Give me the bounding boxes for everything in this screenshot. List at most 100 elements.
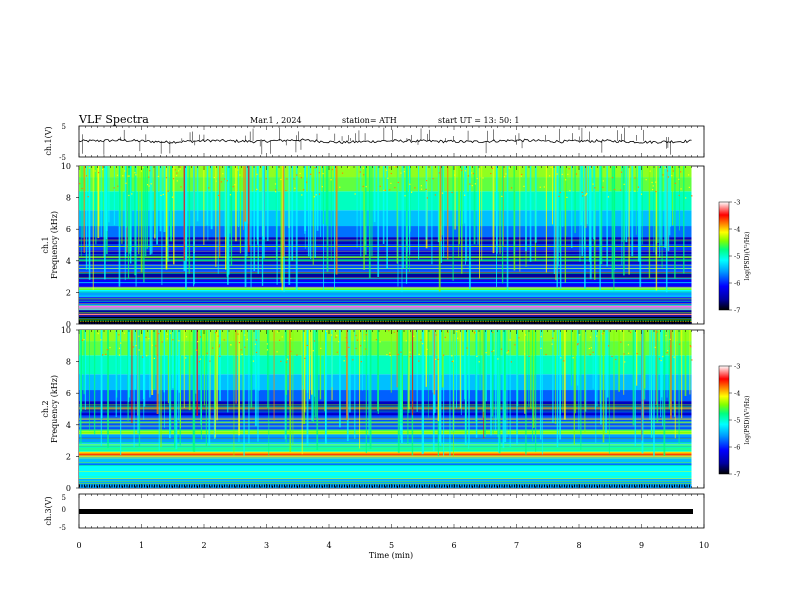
spectrogram-speckle <box>443 354 445 356</box>
spectrogram-speckle <box>456 331 458 333</box>
spectrogram-speckle <box>384 189 386 191</box>
spectrogram-speckle <box>220 181 223 183</box>
spectrogram-speckle <box>335 336 337 338</box>
spectrogram-speckle <box>435 358 437 360</box>
spectrogram-speckle <box>223 339 225 341</box>
spectrogram-speckle <box>83 339 85 341</box>
spectrogram-speckle <box>565 179 567 181</box>
start-ut-label: start UT = 13: 50: 1 <box>438 116 519 125</box>
spectrogram-speckle <box>234 184 236 186</box>
spectrogram-speckle <box>660 359 662 362</box>
spectrogram-speckle <box>432 178 434 180</box>
spectrogram-speckle <box>117 185 119 187</box>
spectrogram-speckle <box>441 192 444 194</box>
spectrogram-speckle <box>451 355 453 357</box>
spectrogram-speckle <box>244 346 246 348</box>
spectrogram-speckle <box>665 334 667 337</box>
spectrogram-speckle <box>410 191 413 193</box>
spectrogram-band <box>79 166 692 178</box>
spectrogram-speckle <box>652 188 654 191</box>
spectrogram-speckle <box>491 350 493 353</box>
spectrogram-speckle <box>507 351 509 353</box>
ch1-ytick-bottom: -5 <box>59 154 66 162</box>
spectrogram-speckle <box>652 185 654 187</box>
spectrogram-speckle <box>666 352 668 354</box>
spectrogram-speckle <box>680 188 682 190</box>
spectrogram-speckle <box>619 330 621 332</box>
spectrogram-speckle <box>301 194 303 196</box>
spectrogram-speckle <box>469 183 471 185</box>
spectrogram-speckle <box>656 331 658 333</box>
spectrogram-speckle <box>348 346 350 349</box>
spectrogram-speckle <box>620 341 622 343</box>
colorbar-1-ticks: -3 -4 -5 -6 -7 <box>729 199 740 315</box>
spectrogram-speckle <box>548 175 551 177</box>
spectrogram-speckle <box>615 358 617 361</box>
spectrogram-speckle <box>341 172 344 174</box>
colorbar-1: -3 -4 -5 -6 -7 log(PSD)(V²/Hz) <box>718 199 751 315</box>
spectrogram-speckle <box>662 355 664 358</box>
spectrogram-ytick-label: 6 <box>66 225 71 234</box>
spectrogram-speckle <box>318 193 321 195</box>
spectrogram-speckle <box>363 174 365 176</box>
colorbar-tick-label: -5 <box>734 253 740 261</box>
spectrogram-speckle <box>420 185 422 187</box>
spectrogram-band <box>79 443 692 452</box>
spectrogram-speckle <box>148 176 150 178</box>
spectrogram-speckle <box>176 180 178 182</box>
colorbar-tick-label: -6 <box>734 280 740 288</box>
spectrogram-ytick-label: 0 <box>66 320 71 329</box>
spectrogram-speckle <box>543 186 545 188</box>
spectrogram-speckle <box>79 182 81 185</box>
date-label: Mar.1 , 2024 <box>250 116 302 125</box>
spectrogram-speckle <box>105 353 107 355</box>
spectrogram-speckle <box>185 357 187 359</box>
spectrogram-speckle <box>94 170 96 172</box>
spectrogram-speckle <box>226 180 228 182</box>
spectrogram-speckle <box>637 186 640 188</box>
ch3-ytick-mid: 0 <box>62 506 66 514</box>
spectrogram-speckle <box>611 176 614 179</box>
spectrogram-speckle <box>383 189 385 192</box>
spectrogram-speckle <box>645 179 647 181</box>
spectrogram-speckle <box>166 333 168 335</box>
spectrogram-band <box>79 341 692 356</box>
spectrogram-speckle <box>134 172 136 174</box>
spectrogram-speckle <box>359 345 362 347</box>
spectrogram-speckle <box>506 352 508 354</box>
colorbar-2-ticks: -3 -4 -5 -6 -7 <box>729 363 740 479</box>
colorbar-tick-label: -6 <box>734 444 740 452</box>
spectrogram-speckle <box>158 333 160 335</box>
spectrogram-speckle <box>171 196 174 198</box>
spectrogram-speckle <box>620 189 622 191</box>
spectrogram-speckle <box>588 347 590 350</box>
spectrogram-speckle <box>180 166 182 168</box>
spectrogram-speckle <box>214 332 217 334</box>
spectrogram-speckle <box>680 171 682 173</box>
spectrogram-speckle <box>624 361 626 363</box>
spectrogram-speckle <box>490 172 492 175</box>
spectrogram-speckle <box>330 334 333 336</box>
ch1-spectrogram-panel: 0 2 4 6 8 10 ch.1 Frequency (kHz) <box>41 162 705 329</box>
spectrogram-speckle <box>577 344 579 346</box>
spectrogram-speckle <box>471 172 473 174</box>
spectrogram-speckle <box>180 186 182 188</box>
spectrogram-speckle <box>405 340 407 342</box>
spectrogram-speckle <box>635 331 637 333</box>
time-axis-tick-label: 6 <box>451 541 456 550</box>
spectrogram-speckle <box>409 183 411 185</box>
spectrogram-speckle <box>678 343 681 345</box>
spectrogram-speckle <box>218 344 221 346</box>
spectrogram-speckle <box>474 183 476 185</box>
spectrogram-speckle <box>640 193 643 195</box>
spectrogram-speckle <box>385 169 388 171</box>
spectrogram-speckle <box>179 168 181 170</box>
spectrogram-speckle <box>590 167 592 169</box>
spectrogram-speckle <box>540 347 542 349</box>
spectrogram-band <box>79 279 692 288</box>
spectrogram-speckle <box>438 172 440 174</box>
spectrogram-speckle <box>420 339 422 341</box>
spectrogram-speckle <box>321 186 323 188</box>
spectrogram-speckle <box>178 340 180 342</box>
spectrogram-speckle <box>393 331 395 333</box>
